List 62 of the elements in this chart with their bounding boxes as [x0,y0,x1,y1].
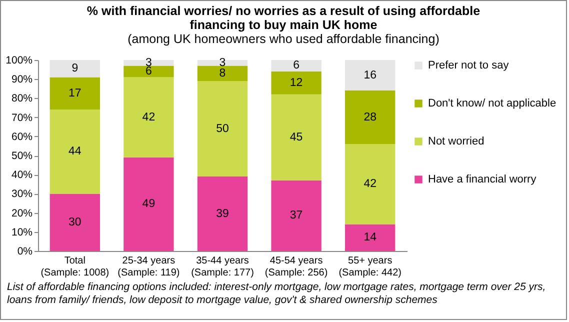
data-label: 50 [216,122,229,135]
bar [271,60,322,72]
data-label: 28 [364,111,376,124]
legend-label: Have a financial worry [428,174,537,186]
y-tick-label: 50% [11,150,32,162]
y-tick-label: 40% [11,169,32,182]
text: List of affordable financing options included: interest-only mortgage, low mortgage rates, mortgage term over 25 yrs, loans from family/ friends, low deposit to mortgage value, gov't & shared ownership schemes [7,281,547,307]
y-tick-label: 80% [11,92,32,105]
bar [50,60,100,78]
y-tick-label: 60% [11,130,32,143]
x-tick-label: 25-34 years (Sample: 119) [118,256,180,278]
bar [345,60,396,91]
legend-label: Not worried [428,136,484,148]
bar [50,110,100,194]
legend-label: Prefer not to say [428,60,510,72]
x-tick-label: 35-44 years (Sample: 177) [191,256,254,278]
bar [124,66,174,78]
data-label: 44 [68,146,82,158]
data-label: 37 [290,210,303,222]
data-label: 16 [364,69,376,82]
bar [124,60,174,66]
y-tick-label: 30% [11,188,32,200]
chart-subtitle: (among UK homeowners who used affordable financing) [126,32,440,47]
bar [271,180,322,251]
bar [271,94,322,180]
y-tick-label: 20% [11,207,32,220]
data-label: 6 [293,60,300,72]
bar [345,144,396,224]
chart-title: % with financial worries/ no worries as a result of using affordable financing to buy main UK home [86,4,482,32]
x-tick-label: 45-54 years (Sample: 256) [264,256,328,278]
bar [345,90,396,144]
data-label: 49 [142,198,156,210]
data-label: 8 [219,67,226,80]
data-label: 14 [364,232,378,244]
bar [124,77,174,158]
bar [124,157,174,251]
data-label: 6 [145,65,152,78]
bar [197,60,248,66]
bar [271,71,322,94]
y-tick-label: 70% [11,112,32,124]
data-label: 17 [68,87,82,100]
data-label: 3 [219,56,226,69]
y-tick-label: 0% [17,246,32,258]
y-tick-label: 10% [11,226,32,238]
data-label: 12 [290,76,303,89]
bar [197,81,248,177]
bar [197,66,248,82]
y-tick-label: 90% [11,74,32,86]
x-tick-label: 55+ years (Sample: 442) [338,256,402,278]
x-tick-label: Total (Sample: 1008) [40,256,110,278]
data-label: 45 [290,131,303,144]
data-label: 42 [364,178,376,190]
y-tick-label: 100% [6,54,32,66]
bar [50,194,100,251]
legend-label: Don't know/ not applicable [428,98,556,110]
data-label: 9 [72,62,78,75]
data-label: 39 [216,208,229,220]
bar [345,224,396,251]
data-label: 30 [68,216,82,228]
bar [50,77,100,110]
data-label: 42 [142,111,156,124]
bar [197,176,248,251]
